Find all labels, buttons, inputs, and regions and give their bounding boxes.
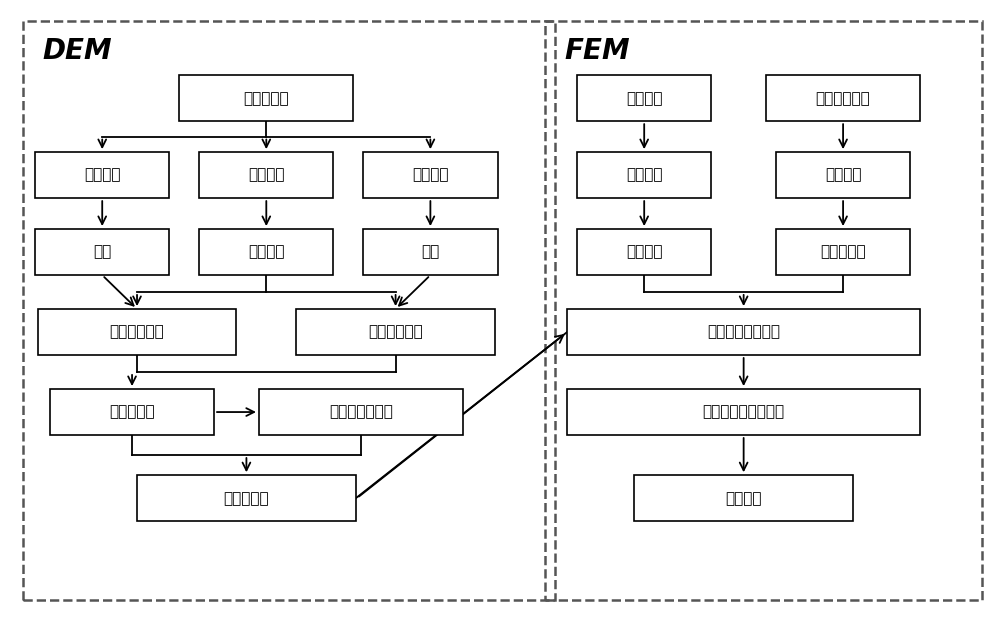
Bar [38, 309, 236, 355]
Text: 力学特性: 力学特性 [248, 245, 285, 260]
Bar [567, 389, 920, 435]
Bar [776, 229, 910, 275]
Text: 子程序编写: 子程序编写 [820, 245, 866, 260]
Text: 靶材与粒子束组合: 靶材与粒子束组合 [707, 325, 780, 340]
Text: DEM: DEM [43, 37, 112, 65]
Bar [137, 475, 356, 521]
Text: 参数拟合: 参数拟合 [825, 168, 861, 183]
Bar [577, 229, 711, 275]
Text: 形成粒子束: 形成粒子束 [224, 491, 269, 505]
Text: 流量: 流量 [421, 245, 440, 260]
Bar [766, 75, 920, 121]
Text: 槫槽切分: 槫槽切分 [626, 168, 662, 183]
Text: 粒子间接触特性: 粒子间接触特性 [329, 404, 393, 420]
Text: 喷口位置: 喷口位置 [84, 168, 120, 183]
Text: 弹丸尺寸分布: 弹丸尺寸分布 [110, 325, 164, 340]
Text: 高应变率数据: 高应变率数据 [816, 91, 870, 106]
Bar [577, 152, 711, 198]
Text: 槫槽建模: 槫槽建模 [626, 91, 662, 106]
Text: 喷口角度: 喷口角度 [412, 168, 449, 183]
Text: 流速: 流速 [93, 245, 111, 260]
Bar [23, 21, 555, 600]
Bar [567, 309, 920, 355]
Bar [776, 152, 910, 198]
Bar [363, 152, 498, 198]
Bar [199, 229, 333, 275]
Text: 随机位置分布: 随机位置分布 [368, 325, 423, 340]
Bar [259, 389, 463, 435]
Bar [35, 229, 169, 275]
Bar [577, 75, 711, 121]
Text: 无网格单元: 无网格单元 [109, 404, 155, 420]
Text: FEM: FEM [565, 37, 630, 65]
Bar [179, 75, 353, 121]
Bar [50, 389, 214, 435]
Bar [545, 21, 982, 600]
Text: 靶材与粒子接触特性: 靶材与粒子接触特性 [703, 404, 785, 420]
Bar [199, 152, 333, 198]
Bar [35, 152, 169, 198]
Bar [363, 229, 498, 275]
Bar [634, 475, 853, 521]
Text: 关键字定义: 关键字定义 [243, 91, 289, 106]
Text: 喷口装配: 喷口装配 [626, 245, 662, 260]
Text: 提交计算: 提交计算 [725, 491, 762, 505]
Text: 喷口尺寸: 喷口尺寸 [248, 168, 285, 183]
Bar [296, 309, 495, 355]
